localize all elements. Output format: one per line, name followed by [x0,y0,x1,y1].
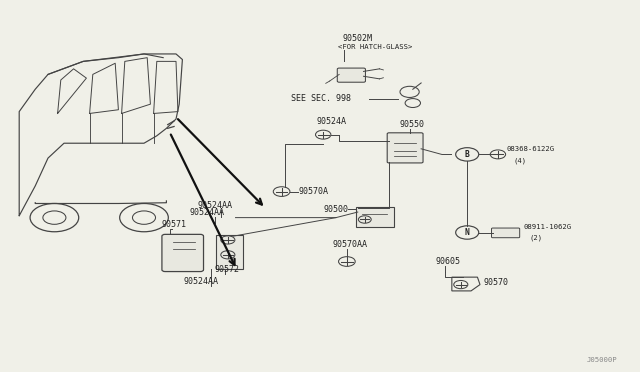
Text: 90570: 90570 [484,278,509,287]
Text: 90524AA: 90524AA [183,277,218,286]
FancyBboxPatch shape [216,235,243,269]
Text: (4): (4) [513,158,527,164]
Text: 08911-1062G: 08911-1062G [524,224,572,230]
Text: 90605: 90605 [435,257,460,266]
Text: 90571: 90571 [162,220,187,229]
Text: 90572: 90572 [214,265,239,274]
Text: J05000P: J05000P [587,357,618,363]
Text: 90570A: 90570A [299,187,329,196]
Text: (2): (2) [530,234,543,241]
FancyBboxPatch shape [337,68,365,82]
Text: 90500: 90500 [323,205,348,214]
FancyBboxPatch shape [387,133,423,163]
Text: SEE SEC. 998: SEE SEC. 998 [291,94,351,103]
Text: 90502M: 90502M [342,34,372,43]
Text: 90550: 90550 [400,120,425,129]
Text: B: B [465,150,470,159]
Text: <FOR HATCH-GLASS>: <FOR HATCH-GLASS> [338,44,412,50]
Text: 90570AA: 90570AA [333,240,368,249]
Text: 90524A: 90524A [317,118,347,126]
FancyBboxPatch shape [492,228,520,238]
FancyBboxPatch shape [356,207,394,227]
Text: 90524AA: 90524AA [189,208,225,217]
Text: 90524AA: 90524AA [197,201,232,210]
Text: N: N [465,228,470,237]
FancyBboxPatch shape [162,234,204,272]
Text: 08368-6122G: 08368-6122G [507,146,555,152]
